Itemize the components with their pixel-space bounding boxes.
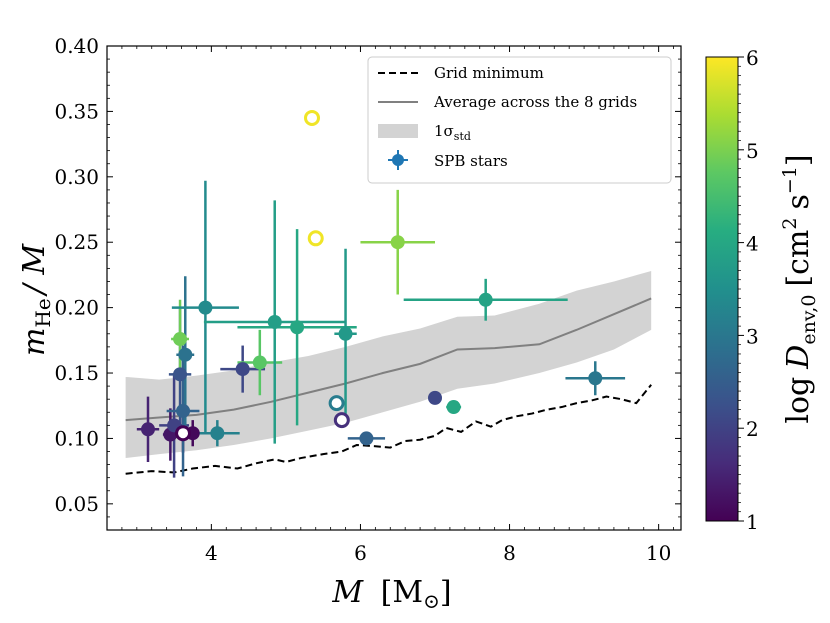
legend-band-swatch (378, 124, 418, 138)
open-star-point (328, 395, 345, 412)
x-tick-label: 10 (646, 541, 671, 565)
open-star-point (304, 109, 320, 126)
grid-minimum-line (125, 384, 652, 475)
spb-star-point (359, 431, 374, 446)
spb-star-point (210, 426, 225, 441)
legend-point-marker (392, 154, 404, 166)
colorbar-ticks: 1 2 3 4 5 6 (738, 46, 759, 534)
spb-star-point (141, 422, 155, 437)
spb-star-point (267, 315, 282, 330)
open-star-point (333, 412, 350, 429)
y-tick-label: 0.25 (54, 230, 99, 254)
open-star-point (307, 230, 324, 247)
legend: Grid minimum Average across the 8 grids … (367, 56, 672, 184)
y-tick-label: 0.10 (54, 426, 99, 450)
y-tick-label: 0.40 (54, 34, 99, 58)
average-line-layer (125, 297, 652, 422)
x-tick-label: 6 (354, 541, 367, 565)
x-axis-label: M [M⊙] (331, 575, 451, 613)
plot-frame (106, 45, 682, 531)
colorbar-tick-label: 5 (746, 139, 759, 163)
colorbar-tick-label: 4 (746, 232, 759, 256)
x-tick-label: 4 (205, 541, 218, 565)
points-layer (141, 109, 603, 446)
legend-box (367, 56, 672, 184)
average-line (125, 297, 652, 422)
spb-star-point (290, 320, 305, 335)
grid-minimum-layer (125, 384, 652, 475)
spb-star-point (178, 347, 193, 362)
spb-star-point (588, 371, 603, 386)
y-tick-label: 0.15 (54, 361, 99, 385)
y-tick-label: 0.05 (54, 492, 99, 516)
tick-layer: 4 6 8 10 0.05 0.10 0.15 0.20 0.25 0.30 0.35 0.40 (54, 34, 681, 565)
legend-band-label: 1σstd (434, 122, 471, 143)
spb-star-point (176, 403, 191, 418)
colorbar-gradient (705, 56, 739, 522)
spb-star-point (252, 355, 267, 370)
x-tick-label: 8 (503, 541, 516, 565)
spb-star-point (198, 300, 213, 315)
legend-average-label: Average across the 8 grids (433, 93, 637, 111)
spb-star-point (235, 362, 250, 377)
colorbar-tick-label: 6 (746, 46, 759, 70)
spb-star-point (428, 390, 442, 405)
colorbar: 1 2 3 4 5 6 logDenv,0[cm2s−1] (705, 46, 820, 534)
spb-star-point (173, 367, 188, 382)
colorbar-tick-label: 3 (746, 324, 759, 348)
spb-star-point (446, 400, 461, 415)
colorbar-tick-label: 2 (746, 417, 759, 441)
colorbar-tick-label: 1 (746, 510, 759, 534)
y-axis-label: mHe/ M (17, 243, 55, 356)
y-tick-label: 0.30 (54, 165, 99, 189)
colorbar-label: logDenv,0[cm2s−1] (779, 154, 820, 423)
open-star-point (175, 425, 192, 442)
std-band-layer (125, 270, 652, 459)
y-tick-label: 0.35 (54, 99, 99, 123)
spb-star-point (173, 332, 188, 347)
spb-star-point (390, 235, 405, 250)
legend-grid-minimum-label: Grid minimum (434, 64, 544, 82)
std-band-area (125, 270, 652, 459)
spb-star-point (478, 292, 493, 307)
spb-star-point (338, 326, 353, 341)
legend-spb-label: SPB stars (434, 152, 508, 170)
y-tick-label: 0.20 (54, 296, 99, 320)
